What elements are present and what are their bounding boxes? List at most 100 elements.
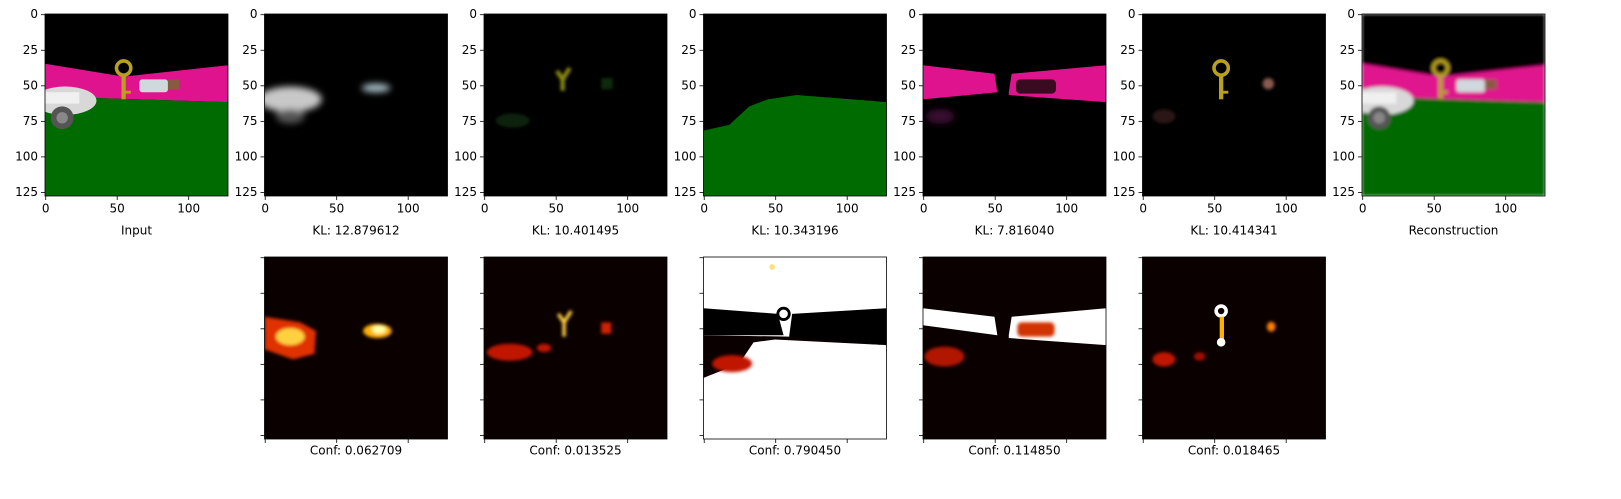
image-region [1015,79,1056,94]
image-region [1142,14,1326,196]
image-region [1152,352,1176,367]
axes-frame [44,13,229,197]
panel-caption: Conf: 0.114850 [968,444,1060,458]
image-region [125,90,131,94]
image-region [776,306,791,321]
image [923,257,1106,439]
image-region [45,63,228,103]
image-region [264,83,391,124]
image [703,257,887,439]
x-tick-label: 50 [1427,202,1442,216]
y-tick-label: 0 [689,7,697,21]
y-tick-label: 25 [1340,43,1355,57]
image [923,14,1106,196]
panel-caption: Conf: 0.018465 [1188,444,1280,458]
y-tick-label: 75 [462,114,477,128]
y-tick-label: 25 [23,43,38,57]
y-tick-label: 75 [242,114,257,128]
image [264,14,448,196]
axes-frame [1142,13,1326,197]
axes-frame [264,256,448,440]
image-region [703,308,784,336]
image-region [1152,321,1276,367]
x-tick-label: 100 [1055,202,1078,216]
y-tick-label: 125 [454,185,477,199]
image-region [1362,92,1397,104]
x-tick-label: 0 [261,202,269,216]
image-region [703,95,887,196]
image-region [712,355,753,373]
y-tick-label: 0 [1128,7,1136,21]
image-region [601,322,612,334]
y-tick-label: 125 [893,185,916,199]
image-panel [1142,14,1326,196]
y-tick-label: 50 [901,78,916,92]
panel-caption: KL: 7.816040 [975,224,1055,238]
image-region [264,86,322,113]
image-region [1218,73,1224,100]
image-panel [703,14,887,196]
image-region [495,66,613,128]
image-panel [45,14,228,196]
axes-frame [703,13,887,197]
panel-caption: Reconstruction [1409,224,1499,238]
image-region [923,65,998,100]
y-tick-label: 75 [1120,114,1135,128]
image-region [1373,112,1385,124]
x-tick-label: 100 [836,202,859,216]
image-region [601,77,613,90]
image-region [703,335,887,378]
image-region [1456,79,1485,93]
x-tick-label: 0 [1359,202,1367,216]
y-tick-label: 125 [15,185,38,199]
y-tick-label: 0 [1347,7,1355,21]
image-region [1484,79,1497,90]
y-tick-label: 125 [674,185,697,199]
image-region [1142,257,1326,439]
y-tick-label: 75 [23,114,38,128]
image-panel [484,257,667,439]
image-region [1362,63,1545,103]
image-region [555,66,572,91]
y-tick-label: 125 [235,185,258,199]
y-tick-label: 50 [462,78,477,92]
image [484,14,667,196]
y-tick-label: 100 [235,149,258,163]
y-tick-label: 125 [1113,185,1136,199]
image-region [1152,77,1275,124]
image-region [361,83,391,93]
image [1142,14,1326,196]
image-region [1193,352,1206,361]
y-tick-label: 100 [15,149,38,163]
y-tick-label: 50 [1120,78,1135,92]
image-region [1222,90,1229,94]
image-region [56,112,68,124]
axes-frame [1142,256,1326,440]
x-tick-label: 50 [988,202,1003,216]
image-region [924,322,1055,367]
y-tick-label: 100 [893,149,916,163]
y-tick-label: 50 [242,78,257,92]
axes-frame [703,256,887,440]
y-tick-label: 25 [901,43,916,57]
y-tick-label: 75 [901,114,916,128]
image-region [789,308,887,346]
image [484,257,667,439]
image-region [925,109,955,124]
x-tick-label: 50 [110,202,125,216]
panel-caption: Conf: 0.062709 [310,444,402,458]
x-tick-label: 100 [616,202,639,216]
y-tick-label: 100 [674,149,697,163]
axes-frame [483,256,668,440]
image-region [925,109,955,124]
image-panel [1362,14,1545,196]
x-tick-label: 100 [397,202,420,216]
y-tick-label: 75 [1340,114,1355,128]
image-region [1442,90,1448,94]
x-tick-label: 100 [177,202,200,216]
image-region [1216,338,1226,347]
image-region [495,113,530,128]
panel-caption: KL: 10.343196 [751,224,838,238]
